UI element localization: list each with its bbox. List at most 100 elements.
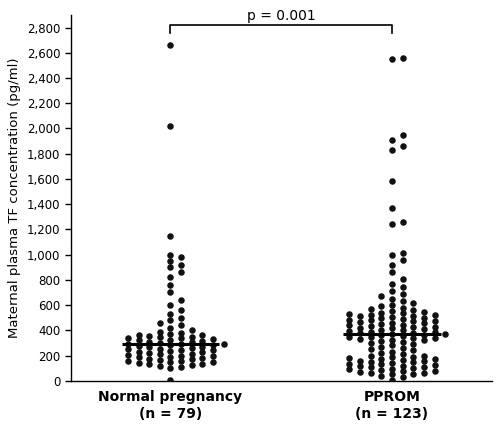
Point	[388, 366, 396, 372]
Point	[420, 358, 428, 365]
Point	[366, 317, 374, 323]
Point	[388, 342, 396, 349]
Point	[398, 368, 406, 375]
Point	[124, 335, 132, 341]
Point	[356, 335, 364, 342]
Point	[378, 309, 386, 316]
Point	[366, 358, 374, 365]
Point	[166, 251, 174, 258]
Point	[346, 316, 354, 323]
Point	[388, 146, 396, 153]
Point	[398, 131, 406, 138]
Point	[177, 261, 185, 268]
Point	[388, 178, 396, 185]
Point	[420, 369, 428, 376]
Point	[188, 362, 196, 369]
Point	[177, 296, 185, 303]
Point	[209, 358, 217, 365]
Point	[346, 333, 354, 340]
Point	[378, 332, 386, 339]
Point	[441, 331, 449, 338]
Point	[166, 331, 174, 338]
Point	[410, 347, 418, 354]
Point	[388, 331, 396, 338]
Point	[410, 312, 418, 319]
Point	[420, 337, 428, 344]
Point	[177, 352, 185, 359]
Point	[166, 365, 174, 372]
Point	[166, 289, 174, 296]
Point	[177, 358, 185, 365]
Point	[366, 311, 374, 318]
Point	[166, 123, 174, 130]
Point	[188, 333, 196, 340]
Point	[134, 337, 142, 344]
Point	[410, 324, 418, 331]
Point	[378, 293, 386, 300]
Point	[346, 311, 354, 317]
Point	[177, 341, 185, 347]
Point	[420, 331, 428, 338]
Point	[366, 323, 374, 329]
Point	[378, 338, 386, 344]
Point	[398, 284, 406, 291]
Point	[398, 351, 406, 358]
Point	[156, 334, 164, 341]
Point	[166, 311, 174, 317]
Point	[398, 256, 406, 263]
Point	[145, 332, 153, 339]
Point	[398, 327, 406, 334]
Point	[166, 359, 174, 366]
Point	[166, 42, 174, 48]
Point	[166, 324, 174, 331]
Point	[388, 308, 396, 315]
Point	[134, 360, 142, 366]
Point	[398, 250, 406, 257]
Point	[388, 336, 396, 343]
Point	[346, 360, 354, 367]
Point	[346, 327, 354, 334]
Point	[388, 354, 396, 361]
Point	[198, 338, 206, 344]
Point	[388, 261, 396, 268]
Point	[398, 321, 406, 328]
Point	[346, 355, 354, 362]
Point	[166, 281, 174, 288]
Point	[166, 336, 174, 343]
Point	[177, 269, 185, 276]
Point	[388, 371, 396, 378]
Point	[366, 364, 374, 371]
Point	[134, 343, 142, 350]
Point	[398, 374, 406, 381]
Point	[145, 338, 153, 345]
Point	[388, 377, 396, 384]
Point	[198, 360, 206, 367]
Point	[156, 351, 164, 358]
Point	[156, 362, 164, 369]
Point	[388, 251, 396, 258]
Point	[398, 344, 406, 351]
Point	[134, 354, 142, 361]
Point	[398, 356, 406, 363]
Point	[198, 332, 206, 339]
Point	[356, 324, 364, 331]
Point	[198, 349, 206, 356]
Point	[145, 350, 153, 356]
Point	[398, 143, 406, 150]
Point	[420, 326, 428, 332]
Point	[378, 361, 386, 368]
Point	[366, 353, 374, 360]
Point	[388, 280, 396, 287]
Point	[398, 218, 406, 225]
Point	[388, 221, 396, 228]
Point	[366, 334, 374, 341]
Point	[388, 269, 396, 276]
Point	[420, 363, 428, 370]
Point	[209, 341, 217, 348]
Point	[220, 341, 228, 347]
Point	[398, 54, 406, 61]
Point	[177, 346, 185, 353]
Point	[398, 298, 406, 305]
Point	[388, 319, 396, 326]
Point	[156, 328, 164, 335]
